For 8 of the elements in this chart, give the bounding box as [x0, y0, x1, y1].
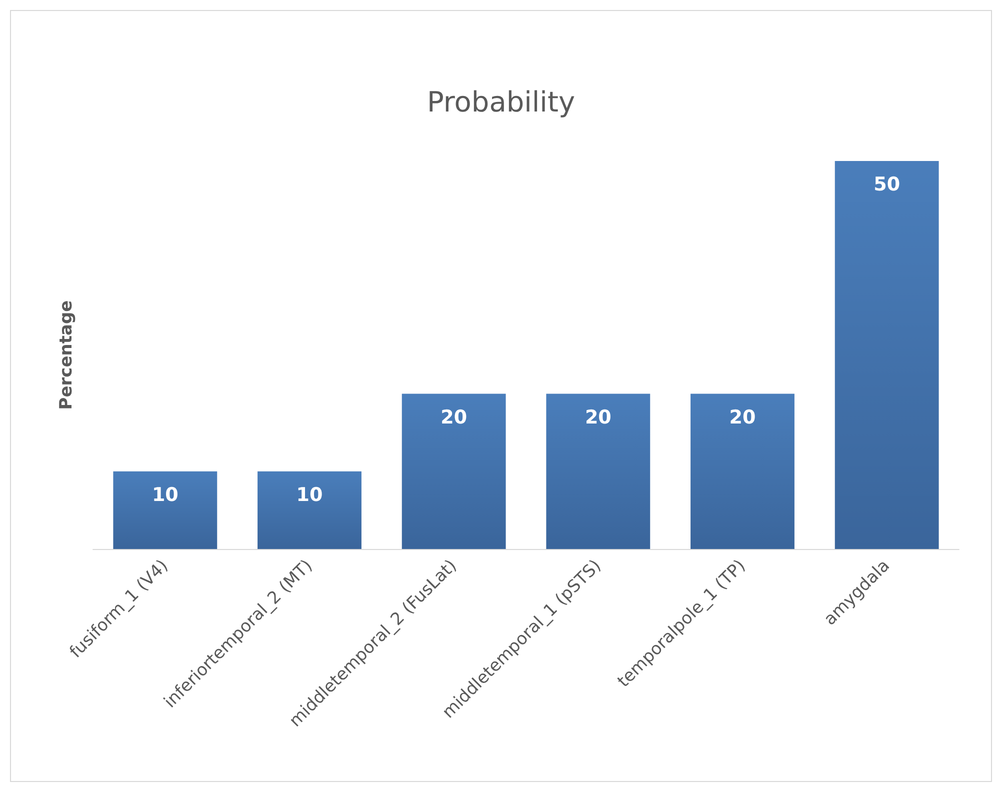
chart-title: Probability [426, 86, 576, 118]
data-label: 20 [584, 406, 612, 428]
data-label: 20 [729, 406, 756, 428]
data-label: 20 [440, 406, 468, 428]
y-axis-title: Percentage [56, 300, 76, 410]
data-label: 10 [296, 484, 323, 506]
data-label: 10 [152, 484, 178, 506]
data-label: 50 [874, 174, 900, 196]
